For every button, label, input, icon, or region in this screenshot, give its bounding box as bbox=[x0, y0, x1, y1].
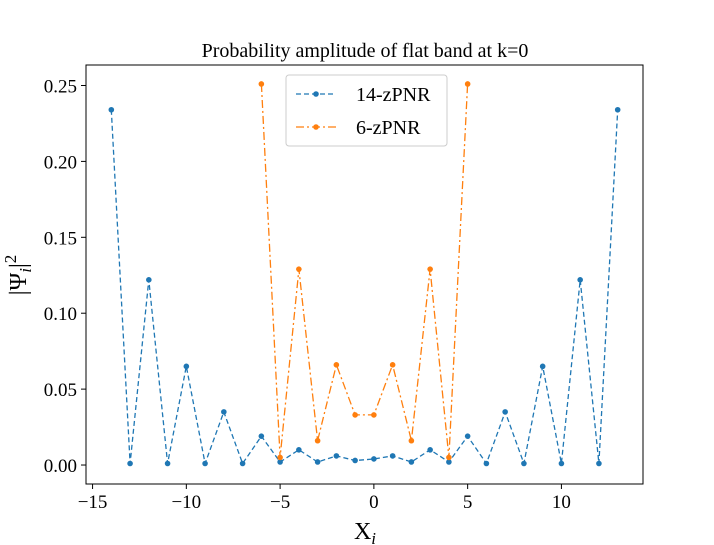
data-point-14-zpnr bbox=[502, 409, 508, 415]
data-point-14-zpnr bbox=[202, 460, 208, 467]
y-axis-ticks: 0.00 0.05 0.10 0.15 0.20 0.25 bbox=[44, 76, 86, 477]
data-point-6-zpnr bbox=[258, 81, 265, 87]
data-point-14-zpnr bbox=[296, 447, 302, 453]
y-tick-label: 0.10 bbox=[44, 304, 77, 325]
data-point-6-zpnr bbox=[446, 454, 452, 461]
data-point-6-zpnr bbox=[427, 266, 433, 272]
data-point-14-zpnr bbox=[352, 457, 358, 464]
x-tick-label: 5 bbox=[463, 492, 473, 513]
y-axis-label: |Ψi|2 bbox=[1, 255, 35, 296]
data-point-6-zpnr bbox=[464, 81, 471, 87]
y-tick-label: 0.20 bbox=[44, 152, 77, 173]
legend-marker-6-zpnr bbox=[313, 124, 319, 130]
data-point-14-zpnr bbox=[239, 460, 246, 467]
legend-entries: 14-zPNR 6-zPNR bbox=[296, 84, 431, 139]
y-axis-label-subscript: i bbox=[16, 268, 35, 273]
data-point-14-zpnr bbox=[333, 453, 340, 459]
x-tick-label: −5 bbox=[270, 492, 290, 513]
series-line-14-zpnr bbox=[110, 109, 619, 466]
data-point-14-zpnr bbox=[258, 433, 265, 439]
y-tick-label: 0.25 bbox=[44, 76, 77, 97]
data-point-14-zpnr bbox=[408, 459, 415, 465]
data-point-14-zpnr bbox=[464, 433, 471, 439]
y-axis-label-superscript: 2 bbox=[1, 255, 20, 264]
data-point-14-zpnr bbox=[539, 363, 546, 370]
data-point-14-zpnr bbox=[127, 460, 133, 467]
data-point-6-zpnr bbox=[314, 437, 321, 444]
data-point-6-zpnr bbox=[296, 266, 302, 272]
x-tick-label: 10 bbox=[552, 492, 571, 513]
data-point-14-zpnr bbox=[614, 106, 621, 113]
plot-frame bbox=[85, 64, 644, 485]
legend-label-14-zpnr: 14-zPNR bbox=[356, 84, 431, 106]
data-point-14-zpnr bbox=[577, 277, 583, 283]
y-tick-label: 0.05 bbox=[44, 380, 77, 401]
data-point-6-zpnr bbox=[333, 362, 340, 368]
legend: 14-zPNR 6-zPNR bbox=[285, 74, 448, 147]
data-point-14-zpnr bbox=[427, 447, 433, 453]
data-point-14-zpnr bbox=[483, 460, 490, 467]
data-point-14-zpnr bbox=[183, 363, 190, 370]
data-point-14-zpnr bbox=[371, 456, 377, 462]
legend-marker-14-zpnr bbox=[313, 91, 319, 97]
y-axis-label-pipe: | bbox=[6, 263, 32, 268]
data-point-6-zpnr bbox=[277, 454, 283, 461]
x-axis-ticks: −15 −10 −5 0 5 10 bbox=[78, 484, 571, 513]
data-point-14-zpnr bbox=[521, 460, 527, 467]
data-point-14-zpnr bbox=[164, 460, 171, 467]
data-point-14-zpnr bbox=[146, 277, 152, 283]
series-line-6-zpnr bbox=[260, 83, 469, 458]
legend-box bbox=[285, 74, 448, 147]
data-point-14-zpnr bbox=[446, 459, 452, 465]
data-point-14-zpnr bbox=[221, 409, 227, 415]
data-point-6-zpnr bbox=[371, 412, 377, 418]
legend-label-6-zpnr: 6-zPNR bbox=[356, 117, 421, 139]
data-point-14-zpnr bbox=[596, 460, 602, 467]
data-point-14-zpnr bbox=[389, 453, 396, 459]
data-point-6-zpnr bbox=[389, 362, 396, 368]
chart-title: Probability amplitude of flat band at k=… bbox=[202, 40, 529, 62]
x-tick-label: −10 bbox=[171, 492, 201, 513]
x-axis-label-subscript: i bbox=[371, 529, 376, 545]
data-point-14-zpnr bbox=[558, 460, 565, 467]
data-point-14-zpnr bbox=[277, 459, 283, 465]
y-axis-label-main: |Ψ bbox=[6, 272, 32, 295]
data-point-6-zpnr bbox=[408, 437, 415, 444]
data-point-14-zpnr bbox=[314, 459, 321, 465]
x-tick-label: 0 bbox=[369, 492, 379, 513]
y-tick-label: 0.15 bbox=[44, 228, 77, 249]
x-axis-label-main: X bbox=[354, 519, 371, 545]
data-point-6-zpnr bbox=[352, 412, 358, 418]
series-layer bbox=[108, 81, 621, 467]
y-tick-label: 0.00 bbox=[44, 456, 77, 477]
data-point-14-zpnr bbox=[108, 106, 115, 113]
x-tick-label: −15 bbox=[78, 492, 108, 513]
x-axis-label: Xi bbox=[354, 519, 376, 545]
